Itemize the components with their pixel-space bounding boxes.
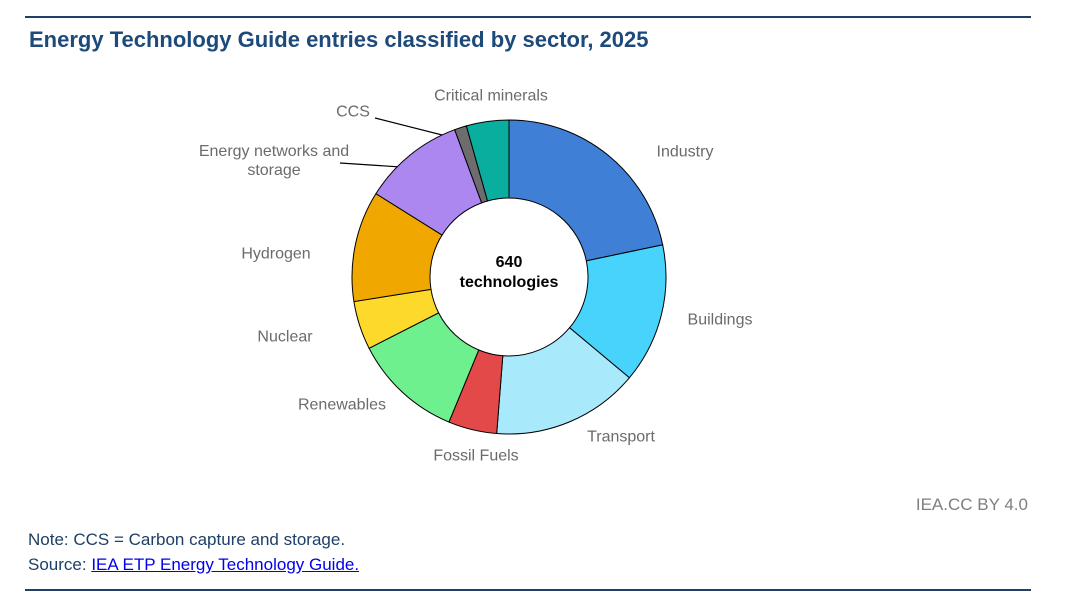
source-prefix: Source:: [28, 555, 87, 574]
slice-label: Hydrogen: [241, 245, 311, 263]
slice-label: Critical minerals: [434, 87, 548, 105]
credit: IEA.CC BY 4.0: [915, 495, 1028, 514]
slice-label: Renewables: [297, 396, 387, 414]
slice-label: Energy networks and storage: [198, 143, 350, 179]
slice-label: Industry: [656, 143, 714, 161]
center-unit: technologies: [460, 274, 559, 291]
bottom-rule: [25, 589, 1031, 591]
top-rule: [25, 16, 1031, 18]
slice: [465, 119, 510, 202]
slice-label: Transport: [587, 428, 655, 446]
slice: [508, 119, 664, 262]
source-link[interactable]: IEA ETP Energy Technology Guide.: [91, 555, 360, 574]
center-value: 640: [496, 254, 523, 271]
source: Source: IEA ETP Energy Technology Guide.: [28, 555, 359, 575]
note: Note: CCS = Carbon capture and storage.: [28, 530, 346, 549]
slice-label: Nuclear: [257, 328, 313, 346]
chart-title: Energy Technology Guide entries classifi…: [29, 27, 649, 52]
slice-label: Buildings: [687, 311, 753, 329]
slice-label: CCS: [336, 103, 370, 121]
slice-label: Fossil Fuels: [433, 447, 519, 465]
